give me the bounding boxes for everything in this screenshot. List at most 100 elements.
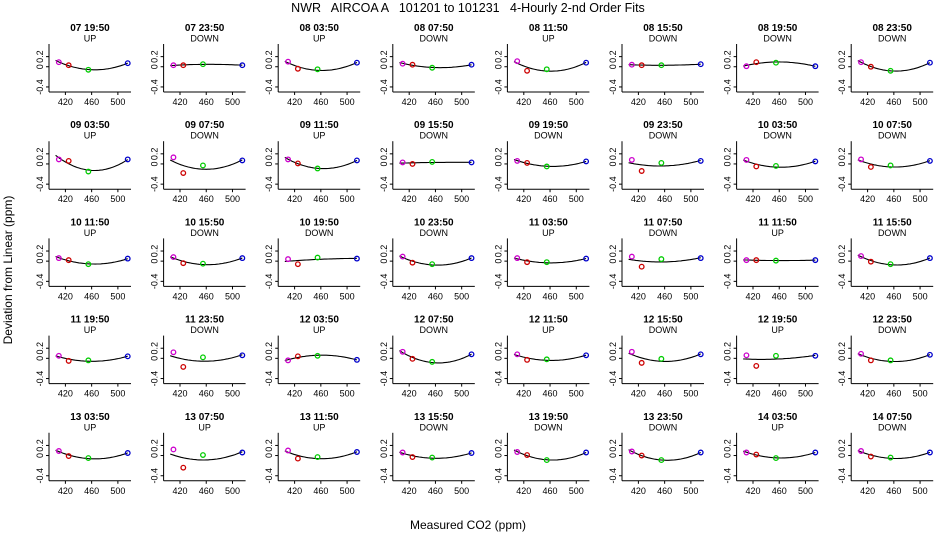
y-tick-label: -0.4 bbox=[150, 176, 160, 192]
y-tick-label: 0.2 bbox=[150, 148, 160, 161]
y-tick-label: 0.2 bbox=[35, 342, 45, 355]
data-point bbox=[409, 160, 416, 167]
x-tick-label: 420 bbox=[631, 97, 646, 107]
x-tick-label: 500 bbox=[798, 97, 813, 107]
y-tick-label: 0 bbox=[379, 356, 389, 361]
data-point bbox=[628, 61, 635, 68]
data-point bbox=[55, 59, 62, 66]
data-point bbox=[583, 255, 590, 262]
y-tick-label: -0.4 bbox=[493, 274, 503, 290]
x-tick-label: 460 bbox=[543, 389, 558, 399]
data-point bbox=[658, 62, 665, 69]
panel-title: 09 03:50 bbox=[70, 120, 110, 131]
y-tick-label: -0.4 bbox=[608, 176, 618, 192]
panel-title: 09 11:50 bbox=[300, 120, 339, 131]
x-tick-label: 460 bbox=[543, 194, 558, 204]
data-point bbox=[124, 450, 131, 456]
x-tick-label: 500 bbox=[454, 291, 469, 301]
x-tick-label: 500 bbox=[110, 291, 125, 301]
data-point bbox=[239, 62, 246, 69]
y-tick-label: 0 bbox=[723, 64, 733, 69]
y-tick-label: 0 bbox=[264, 161, 274, 166]
data-point bbox=[399, 348, 406, 355]
data-point bbox=[697, 351, 704, 358]
data-point bbox=[583, 59, 590, 66]
x-tick-label: 460 bbox=[886, 486, 901, 496]
y-tick-label: -0.4 bbox=[837, 274, 847, 290]
x-tick-label: 460 bbox=[428, 389, 443, 399]
panel-mode: DOWN bbox=[420, 34, 449, 44]
data-point bbox=[239, 255, 246, 262]
y-tick-label: -0.4 bbox=[150, 371, 160, 387]
y-tick-label: 0 bbox=[723, 161, 733, 166]
x-tick-label: 460 bbox=[199, 291, 214, 301]
x-tick-label: 460 bbox=[84, 389, 99, 399]
panel-mode: UP bbox=[542, 34, 555, 44]
data-point bbox=[867, 453, 874, 460]
data-point bbox=[85, 455, 92, 462]
x-tick-label: 500 bbox=[340, 389, 355, 399]
panel-title: 12 11:50 bbox=[529, 315, 568, 326]
x-tick-label: 460 bbox=[886, 97, 901, 107]
data-point bbox=[180, 363, 187, 370]
y-tick-label: 0 bbox=[837, 64, 847, 69]
data-point bbox=[314, 254, 321, 261]
data-point bbox=[543, 259, 550, 266]
panel-title: 08 11:50 bbox=[529, 23, 568, 34]
x-tick-label: 500 bbox=[569, 486, 584, 496]
data-point bbox=[858, 350, 864, 357]
panel-title: 09 23:50 bbox=[643, 120, 683, 131]
y-tick-label: -0.4 bbox=[35, 79, 45, 95]
data-point bbox=[85, 168, 92, 175]
panel-title: 07 19:50 bbox=[70, 23, 110, 34]
panel-mode: UP bbox=[771, 422, 784, 432]
data-point bbox=[353, 157, 360, 164]
panel-mode: UP bbox=[198, 422, 211, 432]
y-tick-label: 0 bbox=[35, 259, 45, 264]
x-tick-label: 420 bbox=[745, 97, 760, 107]
data-point bbox=[399, 253, 406, 260]
data-point bbox=[887, 162, 894, 169]
panel-title: 08 03:50 bbox=[299, 23, 339, 34]
data-point bbox=[743, 449, 750, 456]
fit-curve bbox=[628, 449, 701, 461]
panel-mode: UP bbox=[771, 228, 784, 238]
x-tick-label: 460 bbox=[313, 486, 328, 496]
panel-title: 10 11:50 bbox=[71, 217, 110, 228]
panel-mode: UP bbox=[84, 34, 97, 44]
data-point bbox=[773, 163, 779, 169]
y-tick-label: 0 bbox=[35, 453, 45, 458]
data-point bbox=[353, 59, 360, 66]
panel-title: 11 11:50 bbox=[758, 217, 797, 228]
y-tick-label: 0 bbox=[150, 356, 160, 361]
x-tick-label: 420 bbox=[745, 389, 760, 399]
y-tick-label: 0.2 bbox=[723, 148, 733, 161]
fit-curve bbox=[170, 63, 243, 67]
panel-mode: DOWN bbox=[190, 131, 219, 141]
y-tick-label: -0.4 bbox=[723, 371, 733, 387]
y-tick-label: -0.4 bbox=[379, 371, 389, 387]
fit-curve bbox=[55, 154, 128, 172]
x-tick-label: 460 bbox=[657, 97, 672, 107]
x-tick-label: 460 bbox=[772, 486, 787, 496]
data-point bbox=[239, 352, 246, 359]
y-tick-label: 0 bbox=[35, 64, 45, 69]
y-tick-label: 0 bbox=[379, 161, 389, 166]
data-point bbox=[314, 352, 321, 359]
x-tick-label: 500 bbox=[340, 291, 355, 301]
data-point bbox=[353, 255, 360, 262]
y-tick-label: 0 bbox=[379, 259, 389, 264]
y-tick-label: -0.4 bbox=[608, 274, 618, 290]
panel-mode: DOWN bbox=[649, 422, 678, 432]
y-tick-label: 0 bbox=[264, 259, 274, 264]
x-tick-label: 500 bbox=[569, 194, 584, 204]
fit-curve bbox=[399, 161, 472, 164]
data-point bbox=[409, 61, 416, 68]
y-tick-label: 0 bbox=[608, 64, 618, 69]
data-point bbox=[628, 156, 635, 163]
data-point bbox=[200, 162, 206, 169]
x-tick-label: 500 bbox=[683, 389, 698, 399]
x-tick-label: 500 bbox=[569, 291, 584, 301]
x-tick-label: 500 bbox=[110, 486, 125, 496]
data-point bbox=[468, 159, 475, 166]
